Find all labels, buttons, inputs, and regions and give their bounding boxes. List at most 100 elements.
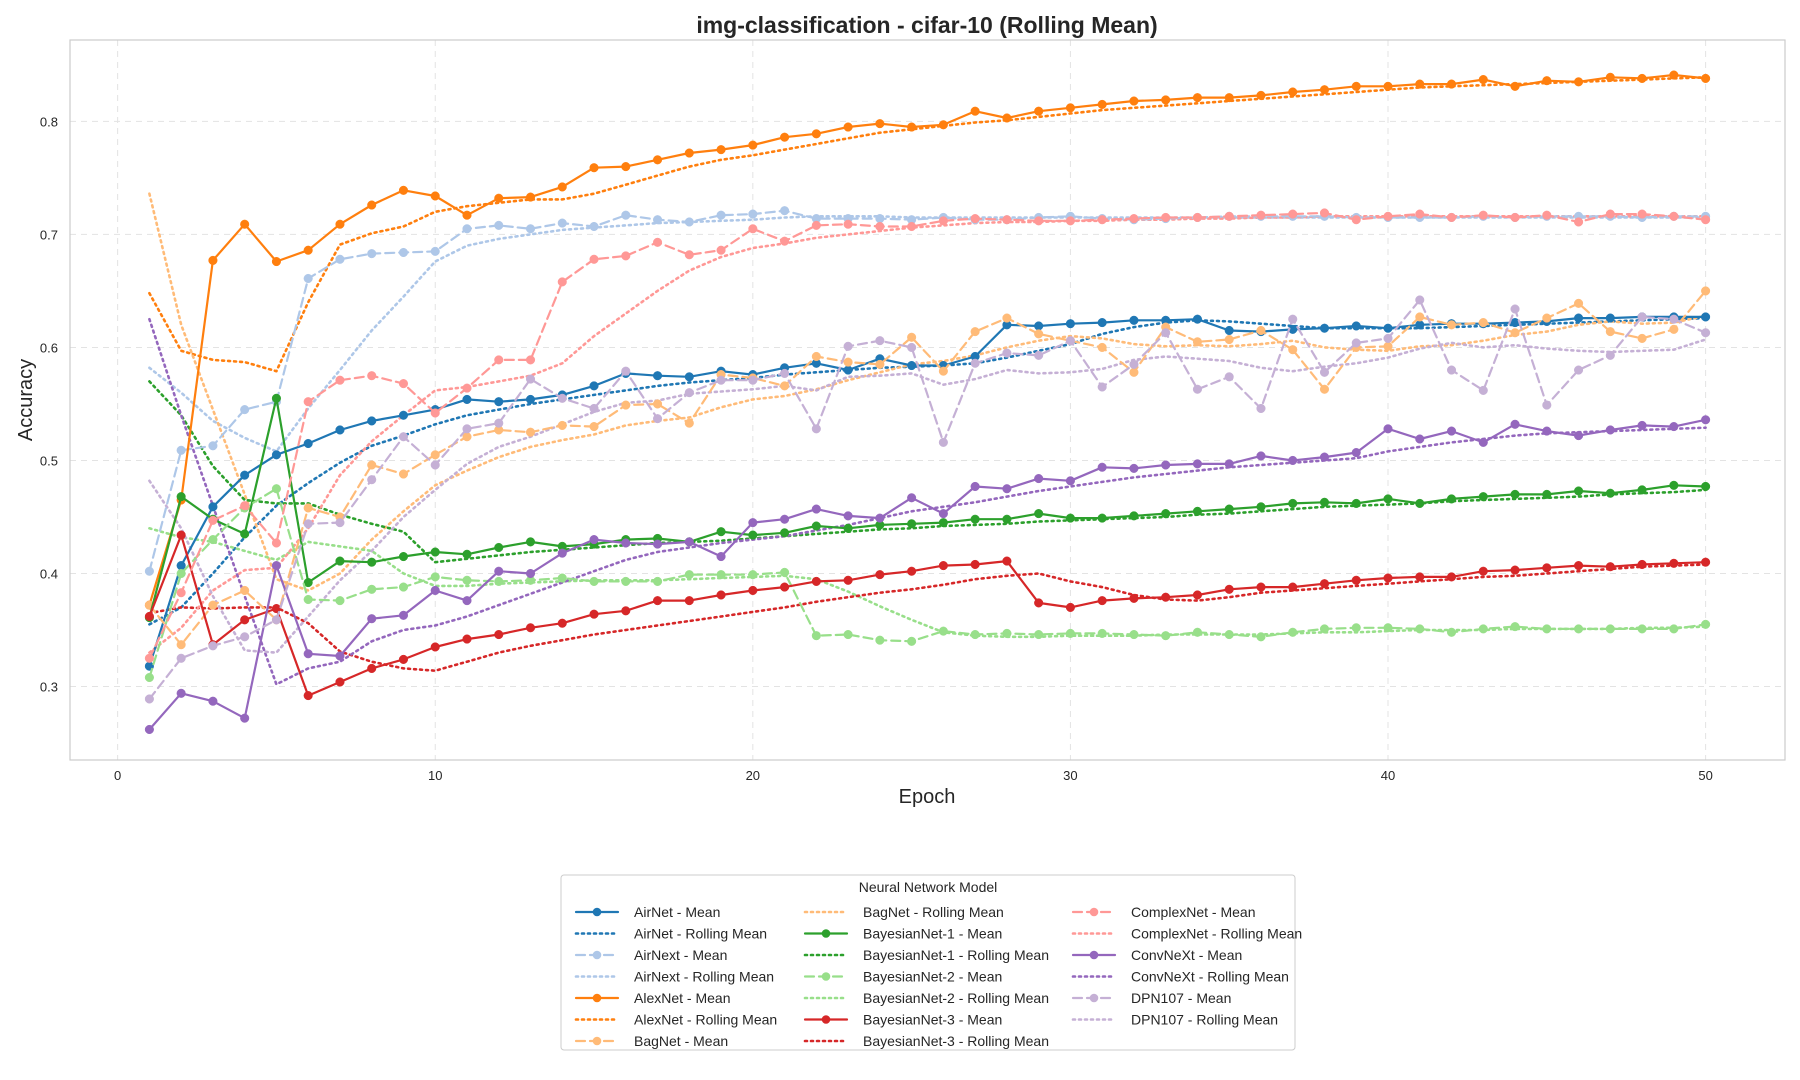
data-point [938, 437, 948, 447]
data-point [1637, 312, 1647, 322]
data-point [240, 585, 250, 596]
series-line [148, 289, 1707, 646]
data-point [1192, 384, 1203, 394]
data-point [303, 691, 313, 701]
data-point [176, 530, 186, 540]
data-point [1510, 81, 1520, 91]
legend-item: DPN107 - Mean [1071, 990, 1231, 1006]
x-tick-label: 10 [428, 768, 442, 783]
data-point [335, 425, 345, 435]
data-point [367, 371, 377, 381]
data-point [811, 129, 821, 139]
data-point [748, 224, 758, 234]
data-point [1669, 211, 1679, 221]
data-point [621, 210, 631, 220]
data-point [462, 575, 472, 585]
data-point [1383, 81, 1393, 91]
data-point [1478, 624, 1488, 634]
y-tick-label: 0.5 [40, 453, 58, 468]
data-point [1383, 323, 1393, 333]
data-point [1510, 328, 1520, 338]
data-point [1192, 590, 1203, 600]
data-point [970, 514, 980, 524]
data-point [1637, 209, 1647, 219]
data-point [208, 535, 218, 545]
data-point [1701, 312, 1711, 322]
data-point [1161, 328, 1171, 338]
data-point [843, 629, 853, 640]
data-point [1478, 75, 1488, 85]
data-point [176, 640, 186, 650]
data-point [938, 366, 948, 376]
data-point [367, 249, 377, 259]
data-point [843, 511, 853, 521]
data-point [525, 394, 536, 404]
legend-label: BayesianNet-2 - Rolling Mean [863, 990, 1049, 1006]
data-point [1574, 77, 1584, 87]
data-point [144, 672, 154, 683]
data-point [589, 163, 599, 173]
data-point [494, 220, 504, 230]
data-point [1605, 562, 1615, 572]
series-bayesiannet-1-rolling-mean [148, 380, 1707, 564]
data-point [780, 582, 790, 592]
data-point [335, 254, 345, 264]
data-point [621, 366, 631, 376]
data-point [1256, 403, 1266, 414]
data-point [1574, 624, 1584, 634]
data-point [1542, 76, 1552, 86]
data-point [970, 106, 980, 116]
data-point [1542, 426, 1552, 436]
data-point [748, 375, 758, 385]
data-point [1669, 70, 1679, 80]
data-point [494, 418, 504, 428]
data-point [1669, 324, 1679, 334]
data-point [1161, 212, 1171, 223]
data-point [875, 221, 885, 232]
legend-label: DPN107 - Mean [1131, 990, 1231, 1006]
legend-item: DPN107 - Rolling Mean [1071, 1012, 1278, 1028]
data-point [1097, 342, 1107, 352]
data-point [1097, 382, 1107, 392]
data-point [462, 424, 472, 434]
series-line [148, 317, 1707, 686]
data-point [271, 603, 281, 614]
data-point [1383, 494, 1393, 504]
data-point [970, 559, 980, 570]
data-point [843, 365, 853, 375]
data-point [1288, 627, 1298, 637]
data-point [1129, 367, 1139, 377]
data-point [1161, 95, 1171, 105]
series-line [148, 418, 1707, 731]
data-point [1319, 579, 1330, 589]
data-point [430, 585, 440, 596]
legend-marker [592, 1036, 602, 1046]
data-point [1542, 210, 1552, 220]
data-point [1542, 313, 1552, 323]
data-point [970, 358, 980, 368]
data-point [1288, 582, 1298, 592]
data-point [1701, 557, 1711, 567]
series-dpn107-mean [144, 295, 1711, 704]
data-point [1129, 593, 1139, 603]
data-point [303, 503, 313, 513]
data-point [1256, 451, 1266, 461]
series-convnext-mean [144, 415, 1711, 735]
chart-title: img-classification - cifar-10 (Rolling M… [696, 12, 1157, 38]
data-point [1446, 79, 1457, 89]
data-point [1701, 619, 1711, 629]
data-point [1446, 494, 1457, 504]
data-point [684, 217, 694, 227]
x-tick-label: 20 [746, 768, 760, 783]
data-point [1351, 623, 1361, 633]
data-point [907, 636, 917, 646]
data-point [176, 445, 186, 455]
data-point [652, 414, 663, 424]
data-point [1605, 327, 1615, 337]
data-point [1192, 459, 1203, 469]
data-point [1224, 372, 1234, 382]
data-point [1129, 463, 1139, 473]
data-point [1701, 328, 1711, 338]
data-point [367, 475, 377, 485]
data-point [1065, 319, 1075, 329]
